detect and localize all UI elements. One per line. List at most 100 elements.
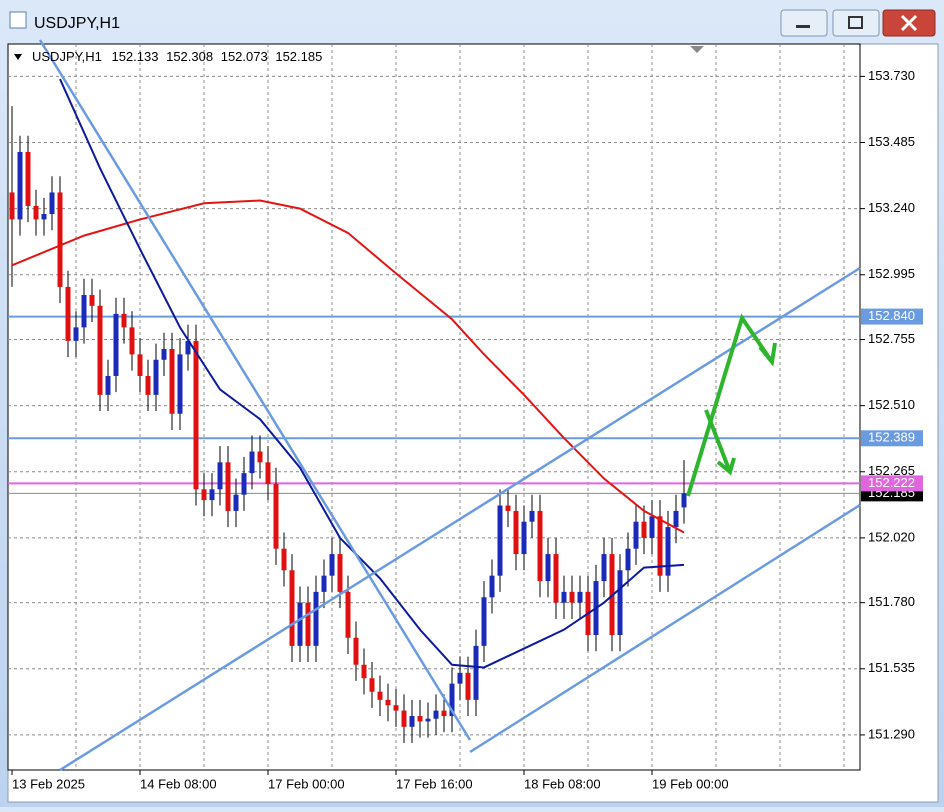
candle-body [33,205,39,220]
candle-body [257,451,263,463]
moving-average [11,199,685,534]
trend-lines [38,39,861,772]
window-title: USDJPY,H1 [34,15,120,32]
y-tick-label: 152.265 [868,463,915,478]
candle-body [553,554,559,603]
minimize-button[interactable] [780,9,828,37]
candle-body [25,151,31,206]
candle-body [641,521,647,538]
x-tick-label: 14 Feb 08:00 [140,776,217,791]
candle-body [49,192,55,215]
y-tick-label: 153.485 [868,134,915,149]
y-tick-label: 152.510 [868,397,915,412]
candle-body [681,493,687,508]
candle-body [65,286,71,341]
candle-body [545,554,551,582]
x-tick-label: 13 Feb 2025 [12,776,85,791]
level-tag [861,430,923,447]
candle-body [433,710,439,719]
candle-body [497,505,503,576]
candle-body [321,575,327,592]
y-tick-label: 152.995 [868,266,915,281]
candle-body [601,554,607,582]
moving-average [59,78,685,669]
candle-body [529,510,535,522]
plot-border [7,43,861,771]
candle-body [625,548,631,571]
candle-body [513,510,519,555]
x-tick-label: 17 Feb 00:00 [268,776,345,791]
arrow [704,409,736,476]
candle-body [169,348,175,414]
plot [8,44,860,770]
candle-body [57,192,63,287]
x-tick-label: 18 Feb 08:00 [524,776,601,791]
x-tick-label: 19 Feb 00:00 [652,776,729,791]
candle-body [89,294,95,306]
candle-body [41,214,47,220]
candle-body [145,375,151,395]
candle-body [105,375,111,395]
arrow [686,313,777,497]
candle-body [353,637,359,665]
level-label: 152.840 [868,308,915,323]
channel-line [469,503,861,754]
y-tick-label: 151.780 [868,594,915,609]
candle-body [121,313,127,328]
candle-body [9,192,15,220]
low-value: 152.073 [221,49,268,64]
candle-body [225,462,231,511]
candle-body [345,591,351,638]
minimize-icon [796,25,810,28]
candle-body [281,548,287,571]
level-tag [861,308,923,325]
candle-body [233,494,239,511]
level-tag [861,475,923,492]
maximize-button[interactable] [832,9,880,37]
candle-body [489,575,495,598]
candle-body [377,691,383,700]
candle-body [657,516,663,576]
app-icon [9,11,27,29]
open-value: 152.133 [111,49,158,64]
candle-body [305,602,311,646]
y-tick-label: 152.755 [868,331,915,346]
close-icon [900,14,918,32]
candle-body [209,489,215,501]
candle-body [73,327,79,341]
candle-body [369,678,375,692]
candle-body [633,521,639,549]
chart-header: USDJPY,H1 152.133 152.308 152.073 152.18… [32,49,322,64]
channel-line [59,266,861,772]
y-tick-label: 152.020 [868,529,915,544]
symbol: USDJPY,H1 [32,49,102,64]
candle-body [137,354,143,376]
candle-body [17,151,23,220]
y-tick-label: 153.730 [868,68,915,83]
level-label: 152.222 [868,475,915,490]
candle-body [569,591,575,603]
candle-body [201,489,207,501]
level-label: 152.389 [868,430,915,445]
candle-body [337,554,343,592]
candle-body [273,483,279,549]
candle-body [153,359,159,395]
candle-body [289,570,295,646]
candle-body [577,591,583,603]
x-tick-label: 17 Feb 16:00 [396,776,473,791]
candle-body [441,710,447,717]
candle-body [217,462,223,490]
candle-body [81,294,87,328]
candle-body [417,716,423,722]
candle-body [537,510,543,582]
candle-body [409,716,415,727]
candle-body [297,602,303,646]
candle-body [393,705,399,711]
candle-body [401,710,407,727]
shift-marker [690,46,704,53]
candle-body [481,597,487,646]
candle-body [521,521,527,555]
candle-body [465,672,471,700]
